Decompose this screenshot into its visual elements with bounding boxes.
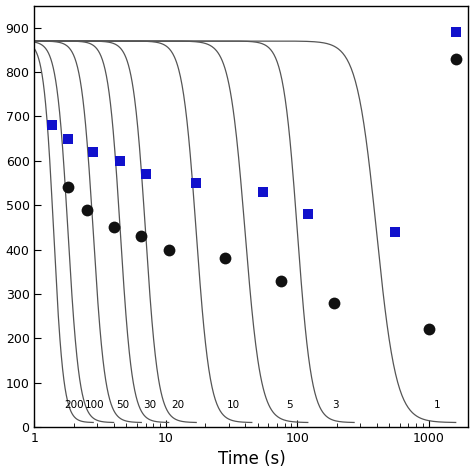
Text: 50: 50 bbox=[116, 400, 129, 410]
Text: 100: 100 bbox=[85, 400, 105, 410]
Text: 10: 10 bbox=[227, 400, 239, 410]
Text: 1: 1 bbox=[434, 400, 440, 410]
Text: 30: 30 bbox=[143, 400, 156, 410]
Text: 3: 3 bbox=[332, 400, 338, 410]
Text: 5: 5 bbox=[286, 400, 292, 410]
X-axis label: Time (s): Time (s) bbox=[218, 450, 285, 468]
Text: 20: 20 bbox=[171, 400, 184, 410]
Text: 200: 200 bbox=[64, 400, 84, 410]
